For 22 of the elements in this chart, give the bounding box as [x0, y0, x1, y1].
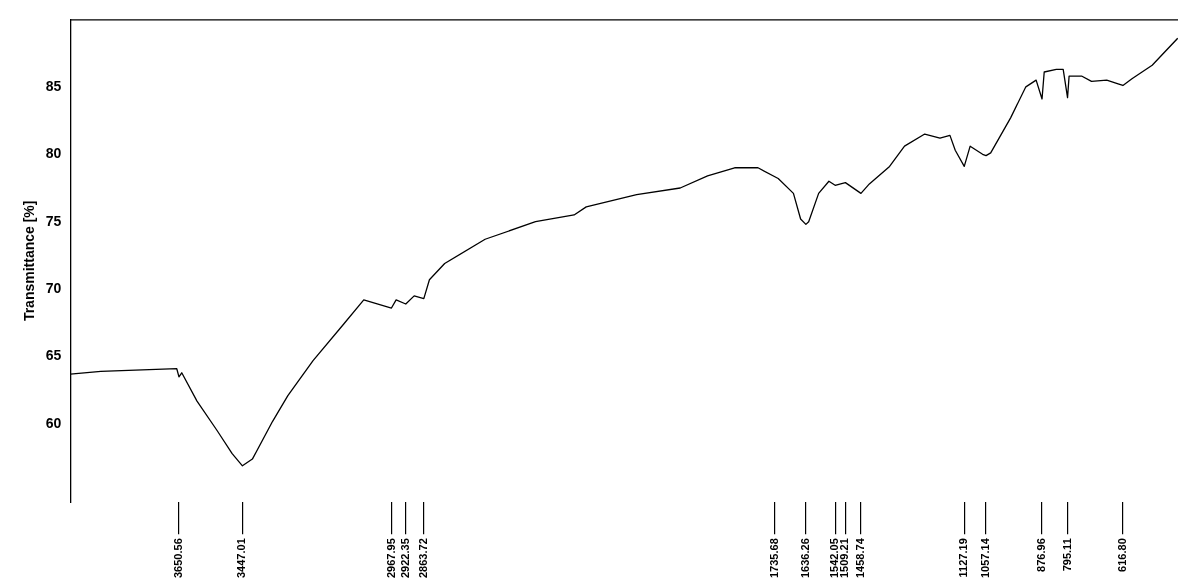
- x-tick-label: 795.11: [1060, 538, 1073, 572]
- x-tick-label: 2967.95: [384, 538, 397, 578]
- x-tick-label: 876.96: [1035, 538, 1048, 572]
- x-tick-label: 1542.05: [828, 538, 841, 578]
- x-tick-label: 1509.21: [838, 538, 851, 578]
- y-tick-label: 70: [45, 280, 62, 296]
- y-tick-label: 85: [45, 77, 62, 94]
- x-tick-label: 616.80: [1116, 538, 1129, 572]
- x-tick-label: 1735.68: [767, 538, 780, 578]
- y-tick-label: 65: [45, 347, 62, 364]
- x-tick-label: 1458.74: [854, 537, 867, 578]
- x-tick-label: 3650.56: [172, 538, 185, 578]
- y-axis-title: Transmittance [%]: [21, 200, 38, 322]
- y-tick-label: 75: [45, 212, 62, 229]
- x-tick-label: 1057.14: [979, 537, 992, 578]
- x-tick-label: 1127.19: [957, 538, 970, 578]
- x-tick-label: 2863.72: [416, 538, 429, 578]
- y-tick-label: 80: [45, 145, 62, 162]
- x-tick-label: 2922.35: [398, 538, 411, 578]
- x-tick-label: 1636.26: [798, 538, 811, 578]
- y-tick-label: 60: [45, 414, 62, 431]
- x-tick-label: 3447.01: [235, 538, 248, 578]
